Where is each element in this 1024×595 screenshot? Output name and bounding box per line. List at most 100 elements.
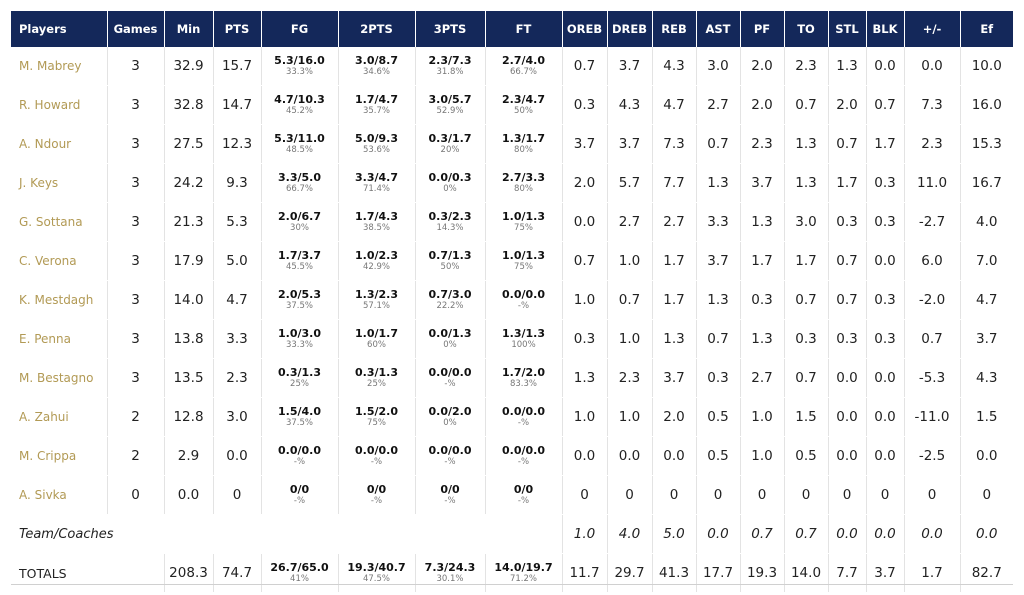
cell-oreb: 3.7 bbox=[562, 124, 608, 164]
player-name-link[interactable]: M. Bestagno bbox=[11, 358, 108, 398]
cell-pts: 9.3 bbox=[213, 163, 262, 203]
header-blk[interactable]: BLK bbox=[866, 11, 905, 47]
player-name-link[interactable]: A. Ndour bbox=[11, 124, 108, 164]
cell-plus-minus: 0.7 bbox=[904, 319, 961, 359]
cell-plus-minus: 2.3 bbox=[904, 124, 961, 164]
cell-pf: 1.3 bbox=[740, 202, 785, 242]
cell-to: 1.3 bbox=[784, 163, 829, 203]
cell-fg-made-attempted: 2.0/5.3 bbox=[278, 288, 321, 301]
cell-blk: 0.0 bbox=[866, 47, 905, 86]
header-reb[interactable]: REB bbox=[652, 11, 697, 47]
cell-to: 0.7 bbox=[784, 358, 829, 398]
cell-stl: 2.0 bbox=[828, 85, 867, 125]
cell-ast: 0.3 bbox=[696, 358, 741, 398]
cell-dreb: 2.3 bbox=[607, 358, 653, 398]
cell-ef: 0 bbox=[960, 475, 1013, 515]
player-name-link[interactable]: C. Verona bbox=[11, 241, 108, 281]
cell-oreb: 2.0 bbox=[562, 163, 608, 203]
totals-ast: 17.7 bbox=[696, 553, 741, 593]
cell-ast: 3.3 bbox=[696, 202, 741, 242]
cell-blk: 0.0 bbox=[866, 436, 905, 476]
cell-oreb: 0.7 bbox=[562, 47, 608, 86]
cell-ft-pct: 83.3% bbox=[509, 379, 537, 389]
cell-pf: 1.0 bbox=[740, 397, 785, 437]
player-name-link[interactable]: G. Sottana bbox=[11, 202, 108, 242]
cell-plus-minus: 6.0 bbox=[904, 241, 961, 281]
cell-ast: 0.5 bbox=[696, 436, 741, 476]
header-stl[interactable]: STL bbox=[828, 11, 867, 47]
cell-3pts-pct: 0% bbox=[443, 184, 457, 194]
cell-ft-made-attempted: 0/0 bbox=[513, 483, 534, 496]
cell-ast: 0.7 bbox=[696, 124, 741, 164]
cell-ft: 1.3/1.7 80% bbox=[485, 124, 563, 164]
cell-ft-pct: -% bbox=[517, 496, 530, 506]
player-name-link[interactable]: A. Sivka bbox=[11, 475, 108, 515]
cell-blk: 0.0 bbox=[866, 397, 905, 437]
player-name-link[interactable]: J. Keys bbox=[11, 163, 108, 203]
cell-ast: 2.7 bbox=[696, 85, 741, 125]
cell-2pts-made-attempted: 3.3/4.7 bbox=[355, 171, 398, 184]
player-name-link[interactable]: M. Crippa bbox=[11, 436, 108, 476]
player-name-link[interactable]: M. Mabrey bbox=[11, 47, 108, 86]
header-2pts[interactable]: 2PTS bbox=[338, 11, 416, 47]
cell-3pts: 0.0/1.3 0% bbox=[415, 319, 486, 359]
player-name-link[interactable]: E. Penna bbox=[11, 319, 108, 359]
cell-ast: 1.3 bbox=[696, 280, 741, 320]
header-fg[interactable]: FG bbox=[261, 11, 339, 47]
header-to[interactable]: TO bbox=[784, 11, 829, 47]
player-name-link[interactable]: R. Howard bbox=[11, 85, 108, 125]
player-stats-table: Players Games Min PTS FG 2PTS 3PTS FT OR… bbox=[11, 11, 1013, 593]
cell-min: 17.9 bbox=[164, 241, 214, 281]
cell-2pts: 1.0/2.3 42.9% bbox=[338, 241, 416, 281]
cell-ft-pct: 80% bbox=[514, 184, 533, 194]
header-pf[interactable]: PF bbox=[740, 11, 785, 47]
cell-fg: 2.0/6.7 30% bbox=[261, 202, 339, 242]
totals-3pts-made-attempted: 7.3/24.3 bbox=[424, 561, 476, 574]
cell-2pts-pct: 53.6% bbox=[362, 145, 390, 155]
header-min[interactable]: Min bbox=[164, 11, 214, 47]
cell-ft-pct: -% bbox=[517, 301, 530, 311]
cell-2pts: 1.7/4.7 35.7% bbox=[338, 85, 416, 125]
cell-oreb: 1.0 bbox=[562, 397, 608, 437]
cell-3pts-made-attempted: 3.0/5.7 bbox=[428, 93, 472, 106]
cell-ef: 15.3 bbox=[960, 124, 1013, 164]
cell-3pts: 0/0 -% bbox=[415, 475, 486, 515]
cell-fg-made-attempted: 1.0/3.0 bbox=[278, 327, 321, 340]
cell-2pts-pct: 38.5% bbox=[362, 223, 390, 233]
cell-min: 13.8 bbox=[164, 319, 214, 359]
header-plus-minus[interactable]: +/- bbox=[904, 11, 961, 47]
totals-3pts-pct: 30.1% bbox=[436, 574, 464, 584]
cell-3pts-pct: 0% bbox=[443, 340, 457, 350]
totals-ft-made-attempted: 14.0/19.7 bbox=[494, 561, 553, 574]
header-oreb[interactable]: OREB bbox=[562, 11, 608, 47]
header-ef[interactable]: Ef bbox=[960, 11, 1013, 47]
table-row: A. Ndour 3 27.5 12.3 5.3/11.0 48.5% 5.0/9.3 53.… bbox=[11, 124, 1013, 164]
cell-2pts-pct: 71.4% bbox=[362, 184, 390, 194]
totals-oreb: 11.7 bbox=[562, 553, 608, 593]
header-dreb[interactable]: DREB bbox=[607, 11, 653, 47]
team-ef: 0.0 bbox=[960, 514, 1013, 554]
cell-to: 1.3 bbox=[784, 124, 829, 164]
header-ft[interactable]: FT bbox=[485, 11, 563, 47]
cell-fg-pct: 33.3% bbox=[285, 67, 313, 77]
cell-plus-minus: 0.0 bbox=[904, 47, 961, 86]
table-row: M. Crippa 2 2.9 0.0 0.0/0.0 -% 0.0/0.0 -% 0.0/0.… bbox=[11, 436, 1013, 476]
cell-ft-pct: -% bbox=[517, 418, 530, 428]
cell-ft: 2.7/4.0 66.7% bbox=[485, 47, 563, 86]
player-name-link[interactable]: K. Mestdagh bbox=[11, 280, 108, 320]
header-games[interactable]: Games bbox=[107, 11, 165, 47]
cell-3pts-made-attempted: 0.0/1.3 bbox=[428, 327, 472, 340]
cell-pts: 5.0 bbox=[213, 241, 262, 281]
header-pts[interactable]: PTS bbox=[213, 11, 262, 47]
cell-3pts-made-attempted: 0.0/0.3 bbox=[428, 171, 472, 184]
cell-dreb: 5.7 bbox=[607, 163, 653, 203]
player-name-link[interactable]: A. Zahui bbox=[11, 397, 108, 437]
header-ast[interactable]: AST bbox=[696, 11, 741, 47]
cell-min: 21.3 bbox=[164, 202, 214, 242]
header-players[interactable]: Players bbox=[11, 11, 108, 47]
cell-3pts: 2.3/7.3 31.8% bbox=[415, 47, 486, 86]
cell-pts: 15.7 bbox=[213, 47, 262, 86]
header-3pts[interactable]: 3PTS bbox=[415, 11, 486, 47]
cell-to: 0.3 bbox=[784, 319, 829, 359]
cell-ast: 0.7 bbox=[696, 319, 741, 359]
